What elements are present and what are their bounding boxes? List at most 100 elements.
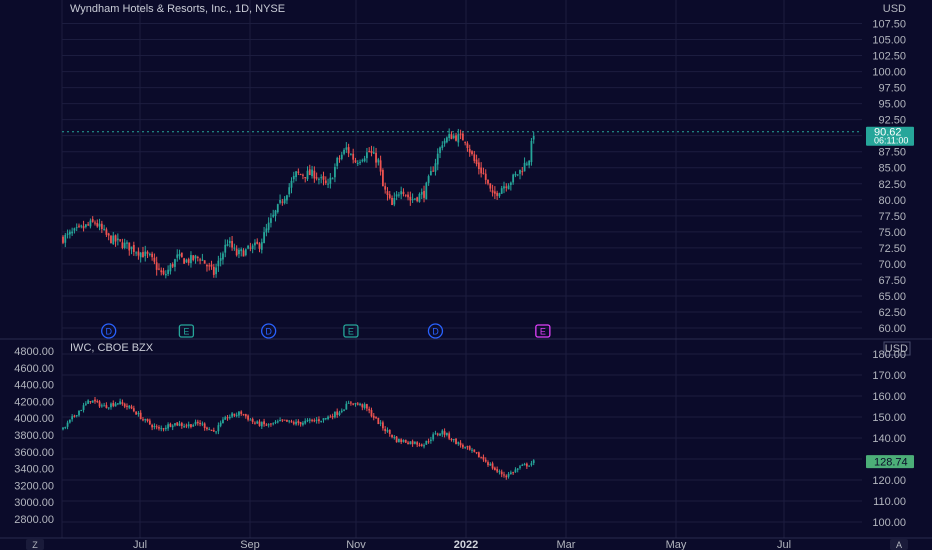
candle-body (482, 172, 485, 174)
candle-body (263, 421, 265, 425)
candle-body (206, 265, 208, 267)
svg-text:D: D (432, 327, 439, 337)
candle-body (397, 194, 400, 196)
candle-body (512, 174, 515, 183)
candle-body (110, 403, 112, 408)
candle-body (144, 419, 147, 421)
left-tick-label: 4800.00 (14, 346, 54, 358)
price-tick-label: 85.00 (878, 163, 906, 175)
candle-body (91, 219, 94, 222)
candle-body (418, 193, 421, 202)
candle-body (164, 274, 167, 276)
top-price-candles (62, 128, 535, 279)
time-axis[interactable]: Jul Sep Nov 2022 Mar May Jul (133, 539, 791, 550)
candle-body (507, 185, 510, 190)
bottom-last-price-value: 128.74 (874, 457, 908, 469)
candle-body (395, 194, 398, 197)
candle-body (475, 452, 478, 454)
candle-body (407, 194, 409, 198)
bottom-currency-label[interactable]: USD (885, 343, 908, 355)
candle-body (423, 190, 425, 198)
candle-body (260, 242, 263, 250)
dividend-marker[interactable]: D (260, 323, 277, 339)
candle-body (409, 196, 412, 201)
candle-body (493, 191, 496, 194)
candle-body (263, 232, 265, 244)
dividend-marker[interactable]: D (101, 323, 117, 339)
candle-body (425, 182, 428, 200)
candle-body (290, 180, 293, 188)
candle-body (258, 421, 261, 426)
candle-body (302, 174, 304, 176)
candle-body (210, 429, 213, 431)
bottom-left-axis[interactable]: 4800.00 4600.00 4400.00 4200.00 4000.00 3800.… (14, 346, 54, 526)
candle-body (473, 154, 476, 161)
earnings-marker[interactable]: E (343, 324, 359, 338)
candle-body (375, 417, 377, 419)
candle-body (507, 473, 510, 477)
candle-body (153, 426, 156, 428)
candle-body (347, 402, 350, 404)
candle-body (123, 403, 126, 407)
log-scale-toggle[interactable]: Z (26, 539, 44, 550)
candle-body (379, 422, 382, 424)
candle-body (441, 430, 444, 435)
candle-body (491, 463, 494, 469)
candle-body (119, 401, 122, 405)
candle-body (87, 224, 90, 226)
candle-body (448, 134, 451, 138)
candle-body (130, 246, 133, 249)
dividend-marker[interactable]: D (427, 323, 444, 339)
candle-body (464, 141, 467, 143)
top-currency-label[interactable]: USD (883, 3, 906, 15)
candle-body (338, 158, 341, 160)
candle-body (110, 235, 112, 244)
candle-body (155, 426, 158, 428)
candle-body (372, 152, 375, 154)
candle-body (73, 228, 76, 231)
bottom-price-axis[interactable]: 180.00170.00160.00150.00140.00130.00120.… (872, 349, 906, 529)
candle-body (297, 171, 300, 173)
candle-body (496, 192, 499, 196)
candle-body (201, 423, 204, 425)
earnings-marker[interactable]: E (535, 324, 551, 338)
last-price-value: 90.62 (874, 127, 902, 139)
candle-body (302, 422, 304, 425)
candle-body (231, 413, 233, 417)
candle-body (192, 255, 195, 261)
svg-text:E: E (540, 327, 546, 337)
price-tick-label: 100.00 (872, 517, 906, 529)
bottom-last-price-badge: 128.74 (866, 455, 914, 469)
candle-body (105, 405, 108, 408)
candle-body (404, 439, 407, 443)
price-tick-label: 110.00 (873, 496, 906, 508)
candle-body (226, 244, 229, 246)
candle-body (219, 258, 222, 261)
top-price-axis[interactable]: 107.50 105.00 102.50 100.00 97.50 95.00 92.509… (872, 19, 906, 336)
left-tick-label: 4600.00 (14, 363, 54, 375)
candle-body (208, 429, 211, 431)
candle-body (183, 258, 186, 264)
price-tick-label: 140.00 (872, 433, 906, 445)
candle-body (413, 198, 416, 200)
candle-body (343, 149, 345, 154)
candle-body (525, 163, 528, 165)
auto-scale-toggle[interactable]: A (890, 539, 908, 550)
candle-body (222, 253, 224, 260)
earnings-marker[interactable]: E (178, 324, 195, 338)
candle-body (114, 403, 117, 407)
candle-body (192, 425, 195, 427)
candle-body (468, 148, 471, 153)
candle-body (180, 252, 183, 258)
candle-body (368, 408, 371, 411)
candle-body (528, 465, 531, 467)
time-tick-label: May (666, 539, 687, 550)
bottom-currency-box[interactable] (883, 341, 911, 356)
candle-body (530, 140, 533, 163)
price-tick-label: 92.50 (878, 115, 906, 127)
candle-body (119, 239, 122, 241)
candle-body (91, 400, 94, 403)
candle-body (71, 231, 74, 234)
